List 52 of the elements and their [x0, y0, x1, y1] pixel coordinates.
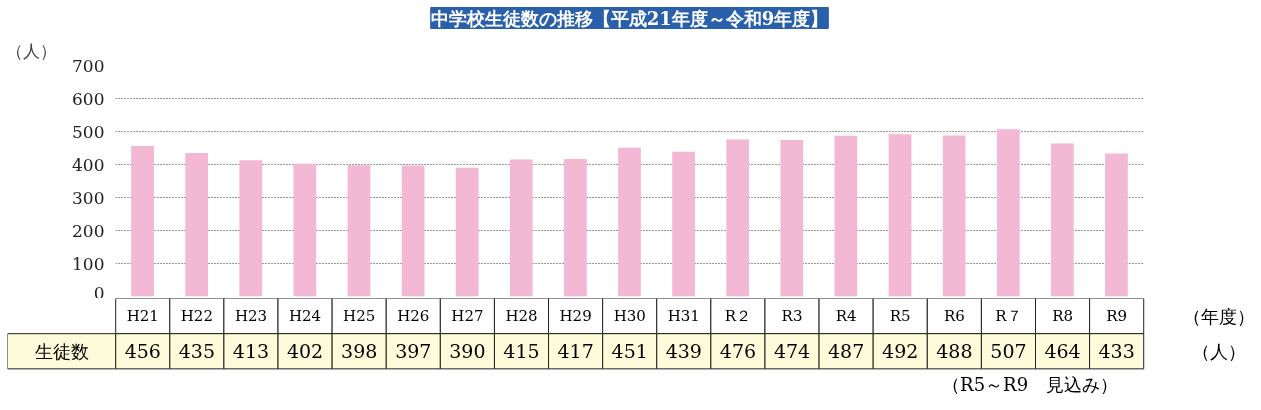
x-tick-label: R6 — [943, 307, 965, 326]
data-label: 476 — [719, 340, 757, 363]
data-label: 439 — [665, 340, 702, 363]
x-tick-label: R3 — [781, 307, 803, 326]
x-tick-label: H26 — [397, 307, 430, 326]
x-axis-title: （年度） — [1183, 305, 1256, 327]
y-tick-label: 200 — [72, 220, 105, 241]
x-tick-label: H30 — [613, 307, 646, 326]
data-label: 492 — [882, 340, 919, 363]
x-tick-label: H22 — [180, 307, 213, 326]
x-tick-label: H25 — [343, 307, 376, 326]
data-label: 456 — [124, 340, 161, 363]
data-label: 402 — [286, 340, 324, 363]
x-tick-label: H23 — [234, 307, 268, 326]
x-tick-label: H28 — [505, 307, 538, 326]
x-tick-label: H24 — [288, 307, 322, 326]
data-label: 397 — [395, 340, 432, 363]
y-tick-label: 0 — [93, 282, 105, 303]
data-label: 435 — [178, 340, 215, 363]
x-tick-label: R8 — [1052, 307, 1073, 326]
data-label: 464 — [1044, 340, 1081, 363]
x-tick-label: H31 — [667, 307, 700, 326]
y-tick-label: 700 — [72, 55, 105, 76]
y-axis-title: （人） — [5, 40, 57, 61]
data-label: 413 — [232, 340, 270, 363]
x-tick-label: R4 — [835, 307, 857, 326]
data-label: 488 — [936, 340, 973, 363]
y-tick-label: 100 — [72, 253, 105, 274]
text: （R5～R9 見込み） — [942, 374, 1119, 396]
x-tick-label: R７ — [995, 307, 1022, 326]
data-label: 487 — [828, 340, 865, 363]
data-label: 451 — [611, 340, 648, 363]
x-tick-label: H29 — [559, 307, 592, 326]
x-tick-label: H21 — [126, 307, 159, 326]
data-label: 474 — [773, 340, 811, 363]
y-tick-label: 500 — [72, 121, 105, 142]
x-tick-label: R２ — [724, 307, 752, 326]
data-label: 417 — [557, 340, 594, 363]
data-label: 415 — [503, 340, 540, 363]
y-tick-label: 400 — [72, 154, 105, 175]
data-label: 398 — [341, 340, 378, 363]
text: 生徒数 — [34, 340, 89, 362]
chart-title: 中学校生徒数の推移【平成21年度～令和9年度】 — [430, 7, 829, 29]
x-tick-label: R5 — [889, 307, 911, 326]
data-label: 507 — [990, 340, 1027, 363]
data-label: 433 — [1098, 340, 1135, 363]
x-tick-label: H27 — [451, 307, 484, 326]
x-tick-label: R9 — [1106, 307, 1128, 326]
y-tick-label: 300 — [72, 187, 105, 208]
data-label: 390 — [449, 340, 486, 363]
y-tick-label: 600 — [72, 88, 105, 109]
text: （人） — [1192, 340, 1247, 362]
